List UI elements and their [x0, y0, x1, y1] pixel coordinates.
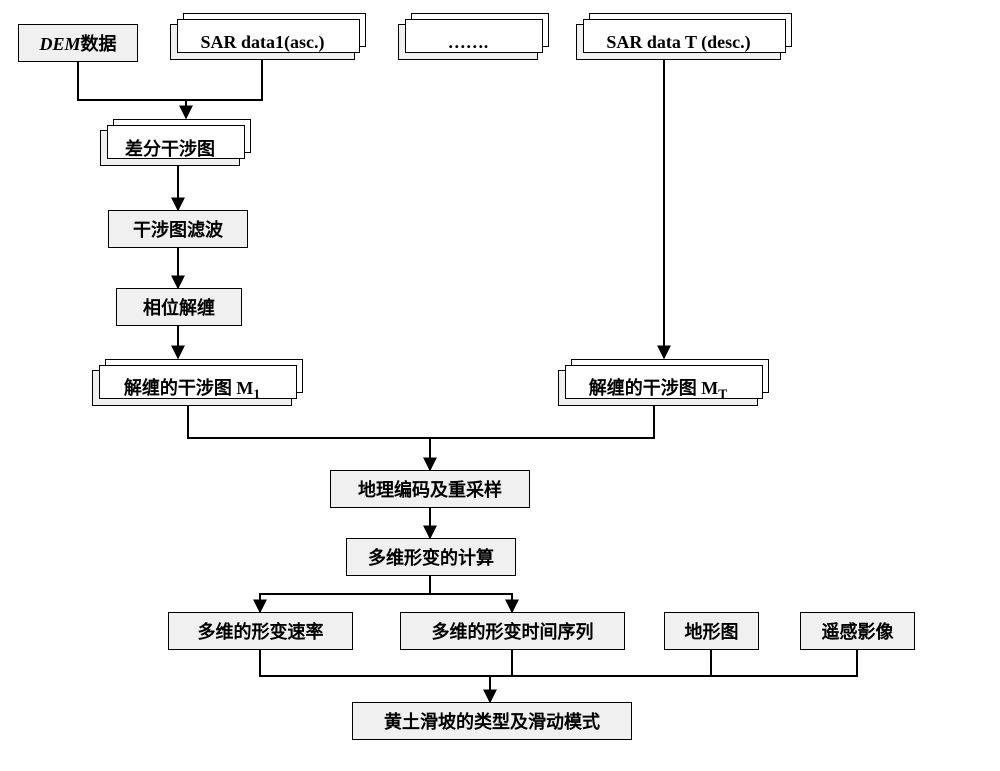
node-dem: DEM数据 [18, 24, 138, 62]
node-unwrap: 相位解缠 [116, 288, 242, 326]
node-mt: 解缠的干涉图 MT [558, 370, 758, 406]
node-filter: 干涉图滤波 [108, 210, 248, 248]
node-sar1: SAR data1(asc.) [170, 24, 355, 60]
node-sarT: SAR data T (desc.) [576, 24, 781, 60]
node-diff: 差分干涉图 [100, 130, 240, 166]
node-rs: 遥感影像 [800, 612, 915, 650]
node-rate: 多维的形变速率 [168, 612, 353, 650]
node-result: 黄土滑坡的类型及滑动模式 [352, 702, 632, 740]
node-ts: 多维的形变时间序列 [400, 612, 625, 650]
node-m1: 解缠的干涉图 M1 [92, 370, 292, 406]
node-topo: 地形图 [664, 612, 759, 650]
node-geo: 地理编码及重采样 [330, 470, 530, 508]
node-multi: 多维形变的计算 [346, 538, 516, 576]
node-dots: ……. [398, 24, 538, 60]
